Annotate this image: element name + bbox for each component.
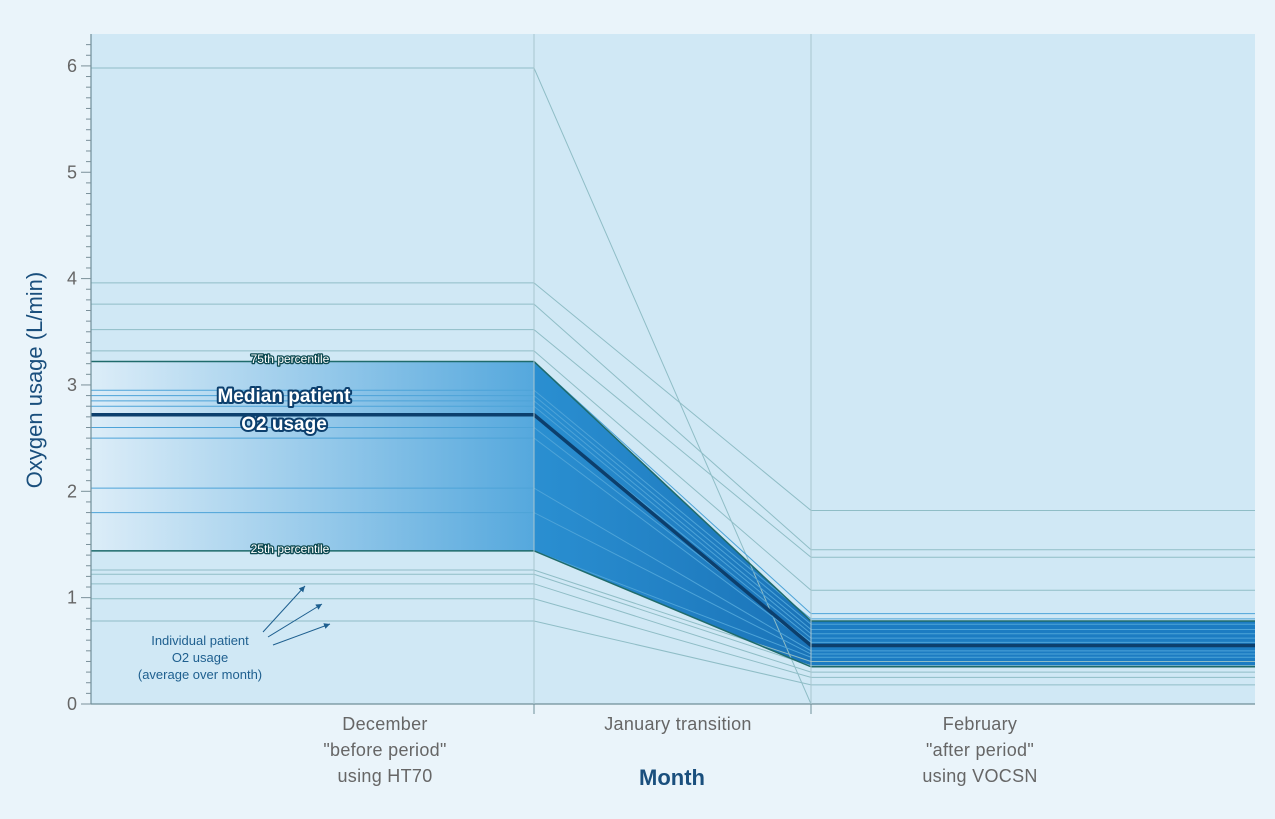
p75-label: 75th percentile [251,352,330,366]
patient-line [91,598,1255,678]
p75-line [91,360,1255,622]
patient-line [91,512,1255,655]
patient-line [91,573,1255,667]
patient-line [91,395,1255,625]
patient-line [91,405,1255,635]
percentile-band [91,361,1255,667]
patient-line [91,569,1255,662]
patient-line [91,583,1255,673]
y-tick-label: 5 [67,162,77,182]
y-tick-label: 4 [67,269,77,289]
patient-line [91,303,1255,551]
percentile-lines [91,360,1255,668]
y-tick-label: 6 [67,56,77,76]
y-axis-title: Oxygen usage (L/min) [22,272,47,488]
category-label: February [943,714,1017,734]
category-label: January transition [604,714,751,734]
iqr-band-transition [534,361,811,667]
category-label: "after period" [926,740,1034,760]
y-tick-label: 2 [67,481,77,501]
median-label-line: O2 usage [241,414,327,435]
patient-line [91,426,1255,643]
y-tick-label: 1 [67,588,77,608]
p25-label: 25th percentile [251,542,330,556]
annotation-line: O2 usage [172,650,228,665]
patient-line [91,400,1255,631]
patient-line [91,389,1255,620]
patient-line [91,282,1255,511]
category-label: using HT70 [337,766,432,786]
annotation-arrow [262,585,306,633]
axes: 0 1 2 3 4 5 6 [67,34,1255,714]
category-label: December [342,714,427,734]
x-axis-title: Month [639,765,705,790]
median-label: Median patient O2 usage [215,384,353,437]
annotation-line: (average over month) [138,667,262,682]
median-label-line: Median patient [217,386,351,407]
annotation-line: Individual patient [151,633,249,648]
category-labels: December "before period" using HT70 January… [323,714,1037,786]
category-label: using VOCSN [922,766,1037,786]
annotation-arrow [272,623,331,646]
iqr-band-before [91,361,534,551]
patient-annotation: Individual patient O2 usage (average over … [138,585,331,682]
y-tick-label: 0 [67,694,77,714]
median-line [91,412,1255,648]
patient-line [91,329,1255,558]
patient-line [91,350,1255,591]
category-label: "before period" [323,740,446,760]
p25-line [91,550,1255,668]
patient-line [91,487,1255,652]
annotation-arrow [267,603,323,638]
patient-line [91,620,1255,686]
y-tick-label: 3 [67,375,77,395]
